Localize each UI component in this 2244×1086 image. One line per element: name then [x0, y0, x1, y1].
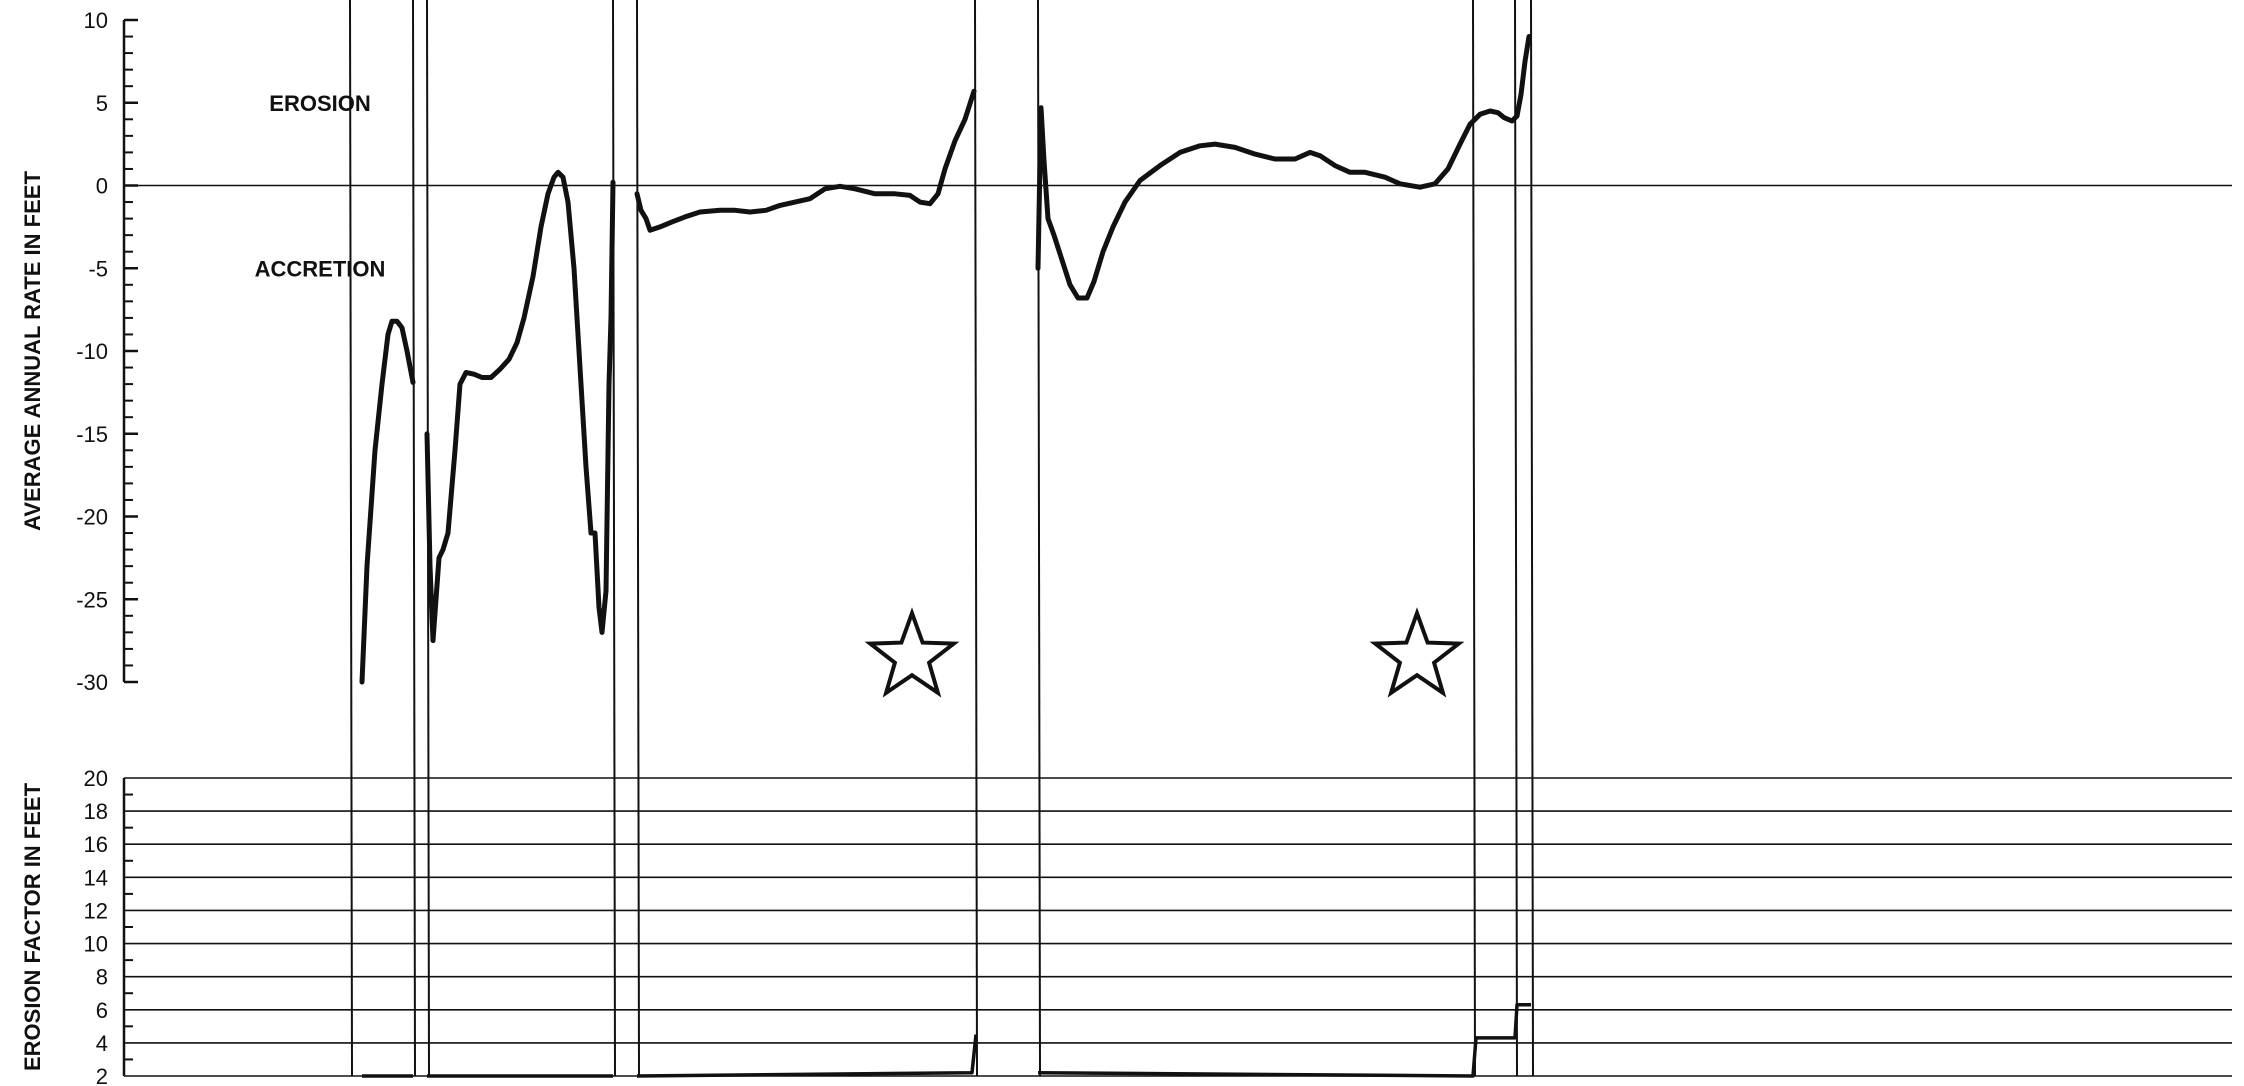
average-annual-rate-chart: 10 5 0 -5 -10 -15 -20 -25 -30 AVERAGE ANNUAL RATE… — [20, 8, 2232, 695]
segment-boundary-line — [426, 0, 430, 1077]
segment-boundary-line — [1514, 0, 1518, 1077]
y-tick-label: -30 — [76, 670, 108, 695]
segment-boundary-line — [636, 0, 640, 1077]
y-tick-label: 10 — [84, 932, 108, 957]
y-axis-label: EROSION FACTOR IN FEET — [20, 782, 45, 1071]
segment-boundary-line — [974, 0, 978, 1077]
y-tick-label: 6 — [96, 998, 108, 1023]
rate-series-segment-1 — [359, 318, 416, 685]
erosion-annotation: EROSION — [269, 91, 370, 116]
y-tick-label: -10 — [76, 339, 108, 364]
erosion-factor-segment-3 — [636, 1034, 978, 1078]
y-tick-label: 5 — [96, 91, 108, 116]
rate-series-segment-2 — [424, 169, 616, 644]
accretion-annotation: ACCRETION — [255, 256, 386, 281]
y-tick-label: -25 — [76, 587, 108, 612]
y-tick-label: -15 — [76, 422, 108, 447]
erosion-factor-chart: 20 18 16 14 12 10 8 6 4 2 EROSION FACTOR IN FEET — [20, 766, 2232, 1086]
segment-boundary-line — [1530, 0, 1534, 1077]
y-tick-label: 0 — [96, 174, 108, 199]
y-tick-label: 12 — [84, 898, 108, 923]
segment-boundary-line — [412, 0, 416, 1077]
y-tick-label: 10 — [84, 8, 108, 33]
star-marker-icon — [864, 607, 960, 698]
y-tick-label: 18 — [84, 799, 108, 824]
erosion-factor-segment-4 — [1037, 1003, 1531, 1078]
segment-boundary-line — [612, 0, 616, 1077]
segment-boundary-line — [349, 0, 353, 1077]
segment-boundaries — [349, 0, 1534, 1077]
rate-series-segment-4 — [1035, 34, 1532, 301]
y-tick-label: 16 — [84, 832, 108, 857]
y-tick-label: -20 — [76, 505, 108, 530]
y-tick-label: 2 — [96, 1064, 108, 1086]
segment-boundary-line — [1037, 0, 1041, 1077]
y-tick-label: -5 — [88, 256, 108, 281]
y-tick-label: 14 — [84, 865, 108, 890]
star-marker-icon — [1369, 607, 1465, 698]
y-tick-label: 4 — [96, 1031, 108, 1056]
y-tick-label: 8 — [96, 965, 108, 990]
star-markers — [864, 607, 1465, 698]
y-axis-label: AVERAGE ANNUAL RATE IN FEET — [20, 171, 45, 531]
rate-series-segment-3 — [634, 88, 977, 233]
segment-boundary-line — [1472, 0, 1476, 1077]
y-tick-label: 20 — [84, 766, 108, 791]
